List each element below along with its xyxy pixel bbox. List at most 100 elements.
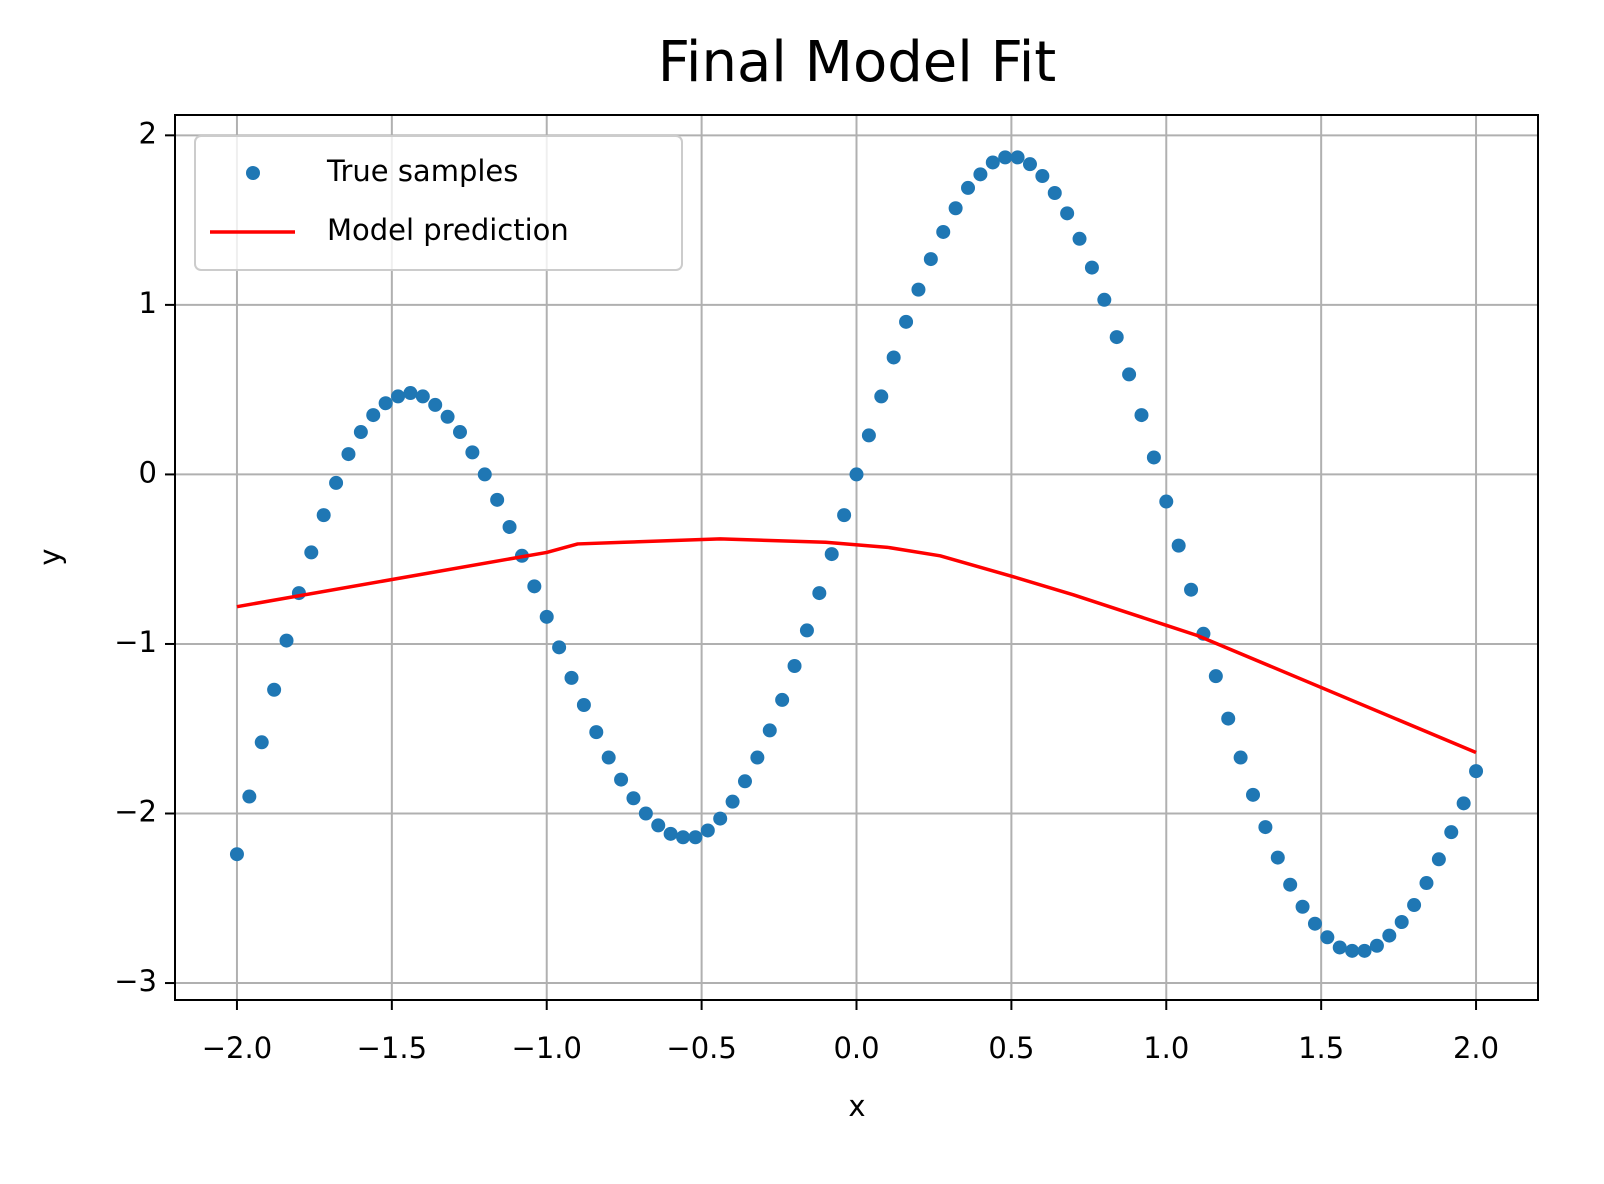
chart-title: Final Model Fit — [658, 30, 1056, 95]
scatter-point — [1072, 231, 1087, 246]
legend-marker — [246, 166, 260, 180]
scatter-point — [1357, 943, 1372, 958]
scatter-point — [750, 750, 765, 765]
scatter-point — [1258, 820, 1273, 835]
scatter-point — [899, 314, 914, 329]
scatter-point — [1010, 150, 1025, 165]
scatter-point — [1394, 915, 1409, 930]
scatter-point — [353, 425, 368, 440]
scatter-point — [1035, 169, 1050, 184]
legend-box — [194, 135, 683, 271]
scatter-point — [1233, 750, 1248, 765]
scatter-point — [998, 150, 1013, 165]
scatter-point — [1270, 850, 1285, 865]
scatter-point — [1221, 711, 1236, 726]
scatter-point — [1345, 943, 1360, 958]
scatter-point — [725, 794, 740, 809]
scatter-point — [465, 445, 480, 460]
line — [236, 537, 1477, 755]
scatter-point — [1109, 330, 1124, 345]
scatter-point — [366, 408, 381, 423]
scatter-point — [341, 447, 356, 462]
scatter-point — [923, 252, 938, 267]
scatter-point — [254, 735, 269, 750]
scatter-point — [1159, 494, 1174, 509]
scatter-point — [601, 750, 616, 765]
scatter-point — [1184, 582, 1199, 597]
scatter-point — [886, 350, 901, 365]
scatter-point — [316, 508, 331, 523]
x-tick-label: 0.5 — [988, 1031, 1034, 1065]
scatter-point — [378, 396, 393, 411]
scatter-point — [1456, 796, 1471, 811]
y-tick-label: −3 — [114, 964, 157, 998]
scatter-point — [1171, 538, 1186, 553]
scatter-point — [638, 806, 653, 821]
scatter-point — [1084, 260, 1099, 275]
scatter-point — [1208, 669, 1223, 684]
x-tick-label: −0.5 — [666, 1031, 736, 1065]
scatter-point — [1295, 899, 1310, 914]
scatter-point — [626, 791, 641, 806]
y-axis-label: y — [33, 548, 67, 565]
scatter-point — [440, 409, 455, 424]
plot-frame — [174, 114, 1539, 1001]
scatter-point — [614, 772, 629, 787]
scatter-point — [1146, 450, 1161, 465]
scatter-point — [403, 386, 418, 401]
y-tick-label: 2 — [139, 116, 157, 150]
scatter-point — [651, 818, 666, 833]
scatter-point — [737, 774, 752, 789]
scatter-point — [1246, 787, 1261, 802]
scatter-point — [961, 180, 976, 195]
x-tick-label: 1.0 — [1143, 1031, 1189, 1065]
scatter-point — [1060, 206, 1075, 221]
scatter-point — [1382, 928, 1397, 943]
scatter-point — [329, 475, 344, 490]
scatter-point — [936, 224, 951, 239]
scatter-point — [589, 725, 604, 740]
scatter-point — [415, 389, 430, 404]
scatter-point — [1307, 916, 1322, 931]
scatter-point — [1047, 185, 1062, 200]
scatter-point — [799, 623, 814, 638]
scatter-point — [1283, 877, 1298, 892]
scatter-point — [576, 698, 591, 712]
scatter-point — [787, 659, 802, 674]
scatter-point — [700, 823, 715, 838]
scatter-point — [1469, 764, 1484, 779]
scatter-point — [874, 389, 889, 404]
scatter-point — [985, 155, 1000, 170]
scatter-point — [713, 811, 728, 826]
scatter-point — [1122, 367, 1137, 382]
scatter-point — [837, 508, 852, 523]
scatter-point — [824, 547, 839, 562]
y-tick-label: 1 — [139, 286, 157, 320]
scatter-point — [911, 282, 926, 297]
scatter-point — [1419, 876, 1434, 891]
x-tick-label: −1.5 — [357, 1031, 427, 1065]
x-tick-label: −2.0 — [202, 1031, 272, 1065]
scatter-point — [775, 692, 790, 707]
scatter-point — [812, 586, 827, 601]
scatter-point — [490, 492, 505, 507]
scatter-point — [663, 826, 678, 841]
scatter-point — [391, 389, 406, 404]
scatter-point — [267, 682, 282, 697]
x-tick-label: −1.0 — [512, 1031, 582, 1065]
scatter-point — [1369, 938, 1384, 953]
scatter-point — [539, 609, 554, 624]
scatter-point — [242, 789, 257, 804]
scatter-point — [861, 428, 876, 443]
scatter-point — [452, 425, 467, 440]
scatter-point — [1431, 852, 1446, 867]
scatter-point — [1097, 292, 1112, 307]
scatter-point — [552, 640, 567, 655]
legend-label: Model prediction — [327, 213, 569, 247]
scatter-point — [849, 467, 864, 482]
x-tick-label: 0.0 — [833, 1031, 879, 1065]
scatter-point — [1407, 898, 1422, 913]
scatter-point — [1444, 825, 1459, 840]
y-tick-label: −1 — [114, 625, 157, 659]
